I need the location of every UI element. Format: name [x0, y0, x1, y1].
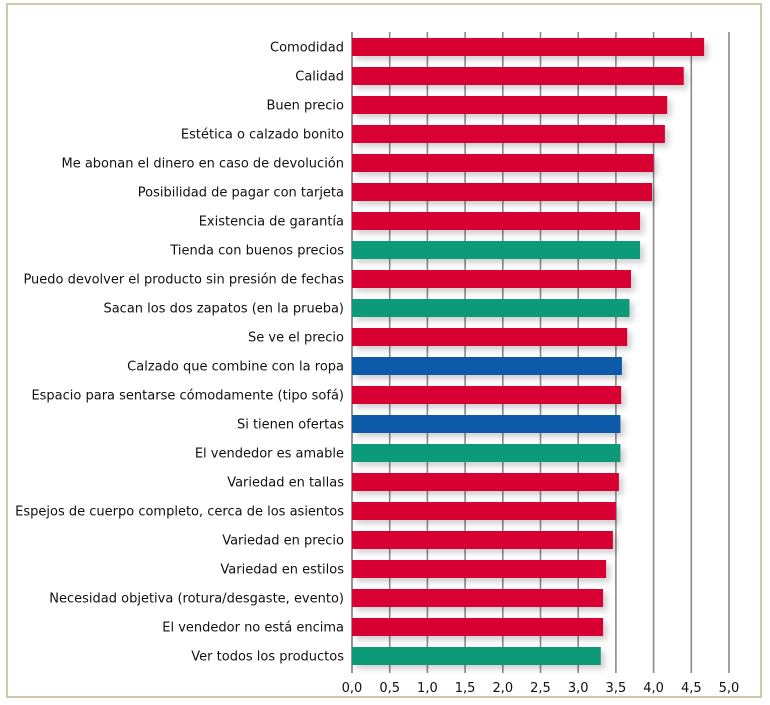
x-tick-label: 3,5	[606, 681, 627, 696]
category-label: Ver todos los productos	[191, 650, 344, 665]
category-label: Calidad	[295, 70, 344, 85]
category-label: Tienda con buenos precios	[169, 244, 344, 259]
bar	[352, 125, 665, 143]
category-label: Estética o calzado bonito	[181, 128, 344, 143]
bar	[352, 444, 621, 462]
category-label: Posibilidad de pagar con tarjeta	[138, 186, 344, 201]
category-label: El vendedor es amable	[195, 447, 344, 462]
category-label: Variedad en precio	[222, 534, 344, 549]
bar	[352, 38, 705, 56]
bar	[352, 328, 628, 346]
bar	[352, 270, 631, 288]
x-tick-label: 3,0	[568, 681, 589, 696]
category-label: Variedad en estilos	[220, 563, 344, 578]
bar	[352, 386, 622, 404]
category-label: Variedad en tallas	[227, 476, 344, 491]
category-label: Buen precio	[266, 99, 344, 114]
x-tick-label: 4,0	[643, 681, 664, 696]
x-tick-label: 0,5	[379, 681, 400, 696]
category-label: Se ve el precio	[248, 331, 344, 346]
x-tick-label: 1,5	[455, 681, 476, 696]
category-label: Existencia de garantía	[199, 215, 344, 230]
x-tick-label: 1,0	[417, 681, 438, 696]
category-label: Espejos de cuerpo completo, cerca de los…	[15, 505, 344, 520]
bar	[352, 154, 654, 172]
bar	[352, 212, 641, 230]
category-label: Calzado que combine con la ropa	[127, 360, 344, 375]
category-label: Puedo devolver el producto sin presión d…	[23, 273, 344, 288]
bar	[352, 299, 630, 317]
bar	[352, 183, 653, 201]
bar	[352, 357, 622, 375]
bar	[352, 531, 613, 549]
bar	[352, 618, 604, 636]
category-label: Necesidad objetiva (rotura/desgaste, eve…	[49, 592, 344, 607]
x-axis-tick-labels: 0,0 0,5 1,0 1,5 2,0 2,5 3,0 3,5 4,0 4,5 5,0	[342, 681, 740, 696]
x-tick-label: 2,0	[492, 681, 513, 696]
category-label: Me abonan el dinero en caso de devolució…	[61, 157, 344, 172]
category-label: Espacio para sentarse cómodamente (tipo …	[31, 389, 344, 404]
category-label: Comodidad	[270, 41, 344, 56]
bar	[352, 560, 607, 578]
bar	[352, 473, 619, 491]
bar	[352, 589, 604, 607]
category-label: Si tienen ofertas	[237, 418, 344, 433]
category-label: Sacan los dos zapatos (en la prueba)	[103, 302, 344, 317]
x-tick-label: 5,0	[719, 681, 740, 696]
x-tick-label: 0,0	[342, 681, 363, 696]
bar	[352, 502, 616, 520]
x-tick-label: 2,5	[530, 681, 551, 696]
x-tick-label: 4,5	[681, 681, 702, 696]
category-labels: Comodidad Calidad Buen precio Estética o ca…	[15, 41, 344, 665]
chart-frame	[6, 3, 762, 698]
bar	[352, 647, 601, 665]
bar	[352, 67, 684, 85]
bar	[352, 96, 668, 114]
bar	[352, 415, 621, 433]
bar	[352, 241, 641, 259]
category-label: El vendedor no está encima	[162, 621, 344, 636]
bars	[352, 38, 705, 665]
